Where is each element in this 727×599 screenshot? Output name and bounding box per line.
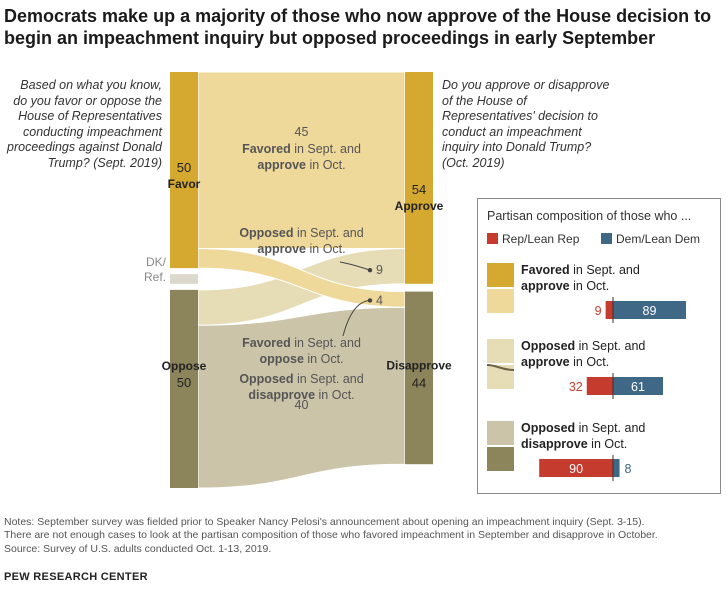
leader-line-9 <box>339 261 371 271</box>
source-brand: PEW RESEARCH CENTER <box>4 571 148 583</box>
flow-label-opposed-approve-line2: approve in Oct. <box>257 242 345 256</box>
leader-dot-9 <box>367 267 373 273</box>
approve-label: Approve <box>395 199 444 213</box>
rep-bar <box>586 377 613 395</box>
dk-node-bar <box>170 274 198 284</box>
group-label-line2: approve in Oct. <box>521 355 609 369</box>
favor-node-bar <box>170 72 198 269</box>
disapprove-label: Disapprove <box>386 359 452 373</box>
rep-value: 9 <box>595 304 602 318</box>
note-line: Notes: September survey was fielded prio… <box>4 516 645 528</box>
legend-rep-label: Rep/Lean Rep <box>502 232 580 246</box>
oppose-value: 50 <box>177 375 191 390</box>
group-icon-top <box>487 421 514 445</box>
dem-value: 8 <box>625 462 632 476</box>
small-flow-value-4: 4 <box>376 293 383 307</box>
dem-bar <box>613 377 664 395</box>
dk-label: Ref. <box>144 270 166 284</box>
rep-bar <box>539 459 613 477</box>
group-icon-bottom <box>487 289 514 313</box>
group-icon-top <box>487 263 514 287</box>
chart-title: Democrats make up a majority of those wh… <box>4 6 712 48</box>
legend-rep-swatch <box>487 233 498 244</box>
flow-label-opposed-disapprove-line2: disapprove in Oct. <box>248 388 354 402</box>
approve-value: 54 <box>412 182 426 197</box>
group-label-line1: Favored in Sept. and <box>521 263 640 277</box>
dem-value: 89 <box>643 304 657 318</box>
group-label-line1: Opposed in Sept. and <box>521 339 645 353</box>
notes: Notes: September survey was fielded prio… <box>4 516 726 556</box>
flow-label-favored-disapprove-line1: Favored in Sept. and <box>242 336 361 350</box>
favor-value: 50 <box>177 160 191 175</box>
rep-bar <box>605 301 613 319</box>
left-question: Based on what you know, do you favor or … <box>7 78 162 170</box>
dk-label: DK/ <box>146 255 167 269</box>
oppose-node-bar <box>170 289 198 488</box>
dem-bar <box>613 459 620 477</box>
group-label-line2: approve in Oct. <box>521 279 609 293</box>
group-icon-line <box>486 364 515 371</box>
note-line: Source: Survey of U.S. adults conducted … <box>4 542 272 555</box>
flow-label-favored-approve-line2: approve in Oct. <box>257 158 345 172</box>
rep-value: 32 <box>569 380 583 394</box>
flow-label-favored-approve-value: 45 <box>295 125 309 139</box>
group-label-line2: disapprove in Oct. <box>521 437 627 451</box>
flow-label-opposed-disapprove-value: 40 <box>295 398 309 412</box>
group-icon-bottom <box>487 447 514 471</box>
favor-label: Favor <box>168 177 201 191</box>
dem-bar <box>613 301 686 319</box>
dem-value: 61 <box>631 380 645 394</box>
note-line: There are not enough cases to look at th… <box>4 529 658 542</box>
right-question: Do you approve or disapprove of the Hous… <box>442 78 610 170</box>
leader-dot-4 <box>367 298 373 303</box>
approve-node-bar <box>405 72 433 284</box>
legend-dem-swatch <box>601 233 612 244</box>
partisan-legend-box <box>477 198 721 494</box>
flow-opposed-disapprove <box>197 306 406 489</box>
disapprove-node-bar <box>405 291 433 465</box>
legend-dem-label: Dem/Lean Dem <box>616 232 700 246</box>
group-icon-top <box>487 339 514 363</box>
flow-label-favored-approve-line1: Favored in Sept. and <box>242 142 361 156</box>
group-label-line1: Opposed in Sept. and <box>521 421 645 435</box>
partisan-title: Partisan composition of those who ... <box>487 209 691 223</box>
small-flow-value-9: 9 <box>376 263 383 277</box>
disapprove-value: 44 <box>412 376 426 391</box>
flow-label-opposed-disapprove-line1: Opposed in Sept. and <box>239 372 363 386</box>
flow-label-opposed-approve-line1: Opposed in Sept. and <box>239 226 363 240</box>
rep-value: 90 <box>569 462 583 476</box>
leader-line-4 <box>342 299 371 337</box>
flow-label-favored-disapprove-line2: oppose in Oct. <box>259 352 343 366</box>
oppose-label: Oppose <box>162 359 207 373</box>
